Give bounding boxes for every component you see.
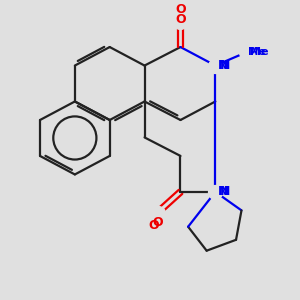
Text: N: N <box>220 59 231 72</box>
Text: Me: Me <box>248 47 266 58</box>
Text: N: N <box>220 185 231 198</box>
Text: O: O <box>148 219 159 232</box>
Text: O: O <box>175 14 186 26</box>
Text: Me: Me <box>250 47 268 58</box>
Text: O: O <box>152 216 163 229</box>
Text: O: O <box>175 3 186 16</box>
Text: N: N <box>218 59 228 72</box>
Text: N: N <box>218 185 228 198</box>
